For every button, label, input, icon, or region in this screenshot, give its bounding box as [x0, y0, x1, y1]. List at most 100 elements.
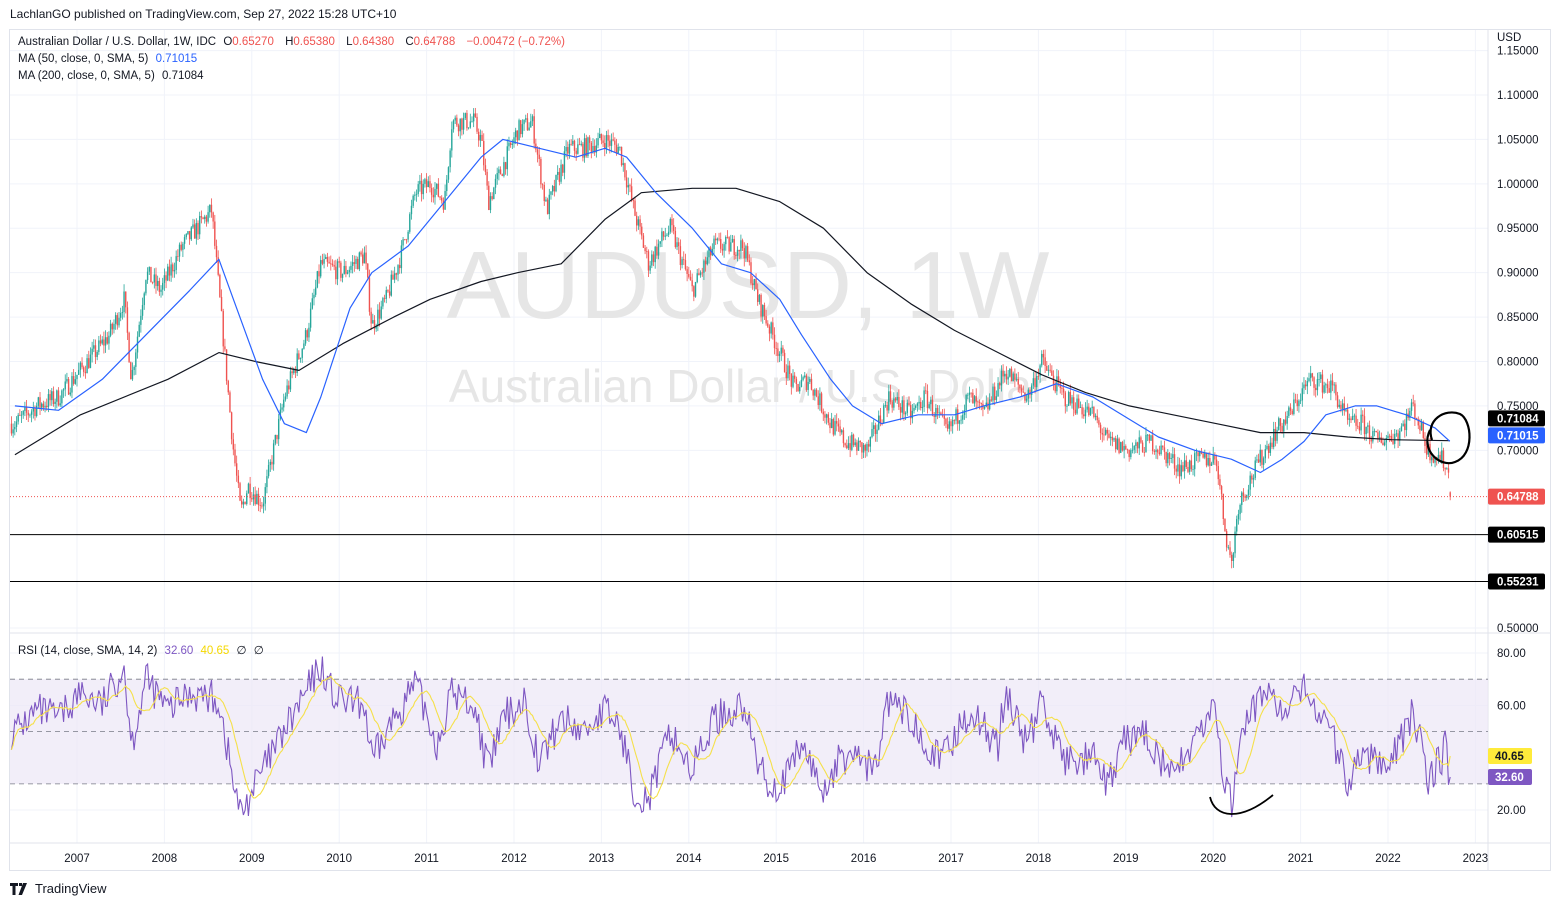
candle	[1365, 426, 1367, 435]
candle	[925, 390, 927, 392]
candle	[671, 218, 673, 226]
candle	[1410, 402, 1413, 411]
candle	[1249, 475, 1251, 490]
candle	[1195, 452, 1198, 454]
candle	[286, 385, 288, 397]
candle	[509, 142, 512, 145]
candle	[755, 279, 757, 290]
candle	[1296, 400, 1298, 407]
candle	[852, 434, 855, 446]
candle	[175, 256, 177, 270]
candle	[367, 263, 369, 278]
candle	[1399, 431, 1401, 441]
published-info: LachlanGO published on TradingView.com, …	[10, 7, 397, 21]
ma50-legend[interactable]: MA (50, close, 0, SMA, 5) 0.71015	[18, 53, 201, 65]
candle	[113, 323, 115, 330]
symbol-legend[interactable]: Australian Dollar / U.S. Dollar, 1W, IDC…	[18, 36, 569, 48]
candle	[1284, 419, 1287, 424]
candle	[525, 118, 527, 120]
candle	[793, 375, 796, 379]
candle	[225, 349, 228, 381]
candle	[1244, 495, 1246, 498]
candle	[857, 440, 860, 451]
candle	[957, 409, 959, 424]
candle	[829, 422, 831, 428]
candle	[506, 146, 508, 170]
candle	[773, 334, 776, 349]
candle	[731, 238, 734, 243]
candle	[1143, 452, 1145, 453]
candle	[869, 436, 872, 447]
tradingview-footer[interactable]: TradingView	[10, 881, 107, 896]
candle	[1432, 457, 1435, 463]
candle	[1390, 435, 1393, 441]
candle	[896, 396, 898, 401]
candle	[254, 494, 256, 505]
candle	[647, 251, 650, 271]
candle	[1236, 519, 1238, 532]
candle	[1197, 452, 1199, 457]
candle	[884, 405, 887, 406]
candle	[684, 260, 687, 270]
candle	[933, 415, 935, 417]
candle	[1417, 419, 1419, 426]
candle	[1330, 380, 1332, 393]
symbol-title: Australian Dollar / U.S. Dollar, 1W, IDC	[18, 36, 217, 48]
candle	[230, 412, 233, 440]
candle	[1054, 384, 1056, 392]
candle	[691, 280, 693, 287]
price-axis-label: 1.10000	[1497, 90, 1539, 102]
candle	[1157, 449, 1159, 453]
candle	[30, 411, 33, 415]
time-axis-label: 2007	[64, 853, 90, 865]
candle	[839, 426, 841, 433]
candle	[568, 143, 571, 154]
candle	[1298, 400, 1300, 407]
candle	[999, 383, 1001, 386]
ma50-value: 0.71015	[155, 53, 198, 65]
candle	[973, 396, 976, 404]
rsi-ma-line	[10, 675, 1451, 800]
candle	[669, 218, 672, 232]
ma200-legend[interactable]: MA (200, close, 0, SMA, 5) 0.71084	[18, 70, 208, 82]
candle	[533, 116, 535, 144]
candle	[71, 376, 73, 393]
candle	[632, 200, 635, 201]
candle	[1323, 385, 1325, 393]
candle	[108, 335, 110, 344]
candle	[1002, 370, 1004, 377]
candle	[229, 392, 231, 413]
candle	[995, 396, 998, 401]
candle	[1215, 459, 1218, 467]
price-badge-bg	[1488, 410, 1545, 427]
price-axis-label: 1.00000	[1497, 179, 1539, 191]
candle	[133, 366, 135, 370]
candle	[864, 444, 866, 451]
candle	[348, 269, 350, 273]
candle	[837, 423, 840, 427]
candle	[1115, 438, 1117, 450]
candle	[1294, 399, 1297, 401]
candle	[501, 174, 503, 176]
candle	[104, 337, 107, 346]
candle	[461, 118, 463, 130]
rsi-legend[interactable]: RSI (14, close, SMA, 14, 2) 32.60 40.65 …	[18, 643, 268, 657]
candle	[326, 256, 329, 262]
candle	[1009, 368, 1011, 377]
candle	[617, 147, 619, 154]
candle	[62, 389, 65, 391]
rsi-badge-bg	[1488, 747, 1532, 764]
candle	[1079, 407, 1082, 409]
candle	[333, 264, 335, 267]
candle	[10, 423, 13, 434]
candle	[289, 371, 292, 390]
candle	[177, 256, 179, 257]
rsi-line	[10, 656, 1451, 818]
candle	[891, 401, 893, 408]
candle	[12, 429, 14, 434]
candle	[983, 406, 986, 409]
candle	[753, 279, 756, 286]
candle	[261, 505, 263, 507]
candle	[926, 390, 929, 409]
